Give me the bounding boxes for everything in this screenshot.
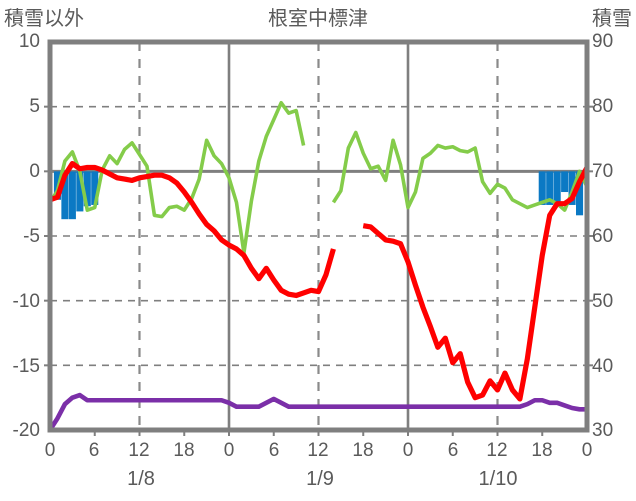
right-tick-label: 90: [592, 31, 614, 52]
x-tick-label: 18: [531, 440, 553, 461]
chart-title: 根室中標津: [268, 8, 368, 30]
grid-layer: [50, 42, 587, 430]
x-tick-label: 0: [223, 440, 235, 461]
bar-precipitation: [546, 171, 554, 205]
day-label: 1/8: [127, 468, 155, 490]
x-tick-label: 6: [447, 440, 459, 461]
day-label: 1/10: [478, 468, 518, 490]
left-tick-label: -20: [12, 420, 40, 441]
x-tick-label: 0: [44, 440, 56, 461]
right-tick-label: 60: [592, 226, 614, 247]
x-tick-label: 0: [402, 440, 414, 461]
axis-ticks: [44, 105, 593, 436]
series-line-snow-depth: [48, 392, 587, 432]
right-tick-label: 40: [592, 356, 614, 377]
bar-precipitation: [561, 171, 569, 193]
bar-precipitation: [83, 171, 91, 207]
bar-precipitation: [91, 171, 99, 205]
bar-precipitation: [76, 171, 84, 212]
bar-precipitation: [68, 171, 76, 220]
series-line-wind: [48, 100, 589, 255]
bar-precipitation: [553, 171, 561, 205]
left-tick-label: 5: [29, 96, 40, 117]
left-tick-label: -10: [12, 291, 40, 312]
x-tick-label: 18: [352, 440, 374, 461]
x-tick-label: 12: [307, 440, 329, 461]
left-tick-label: -5: [23, 226, 40, 247]
left-tick-label: 0: [29, 161, 40, 182]
right-tick-label: 30: [592, 420, 614, 441]
day-label: 1/9: [306, 468, 334, 490]
x-tick-label: 18: [173, 440, 195, 461]
bar-precipitation: [61, 171, 69, 220]
x-tick-label: 12: [128, 440, 150, 461]
series-line-temperature: [49, 160, 590, 402]
left-tick-label: -15: [12, 356, 40, 377]
series-layer: [48, 100, 590, 432]
left-tick-label: 10: [18, 31, 40, 52]
x-tick-label: 6: [88, 440, 100, 461]
x-tick-label: 0: [581, 440, 593, 461]
bar-precipitation: [538, 171, 546, 205]
right-tick-label: 70: [592, 161, 614, 182]
right-axis-title: 積雪: [592, 8, 632, 30]
right-tick-label: 50: [592, 291, 614, 312]
bar-precipitation: [575, 171, 584, 216]
left-axis-title: 積雪以外: [4, 8, 84, 30]
x-tick-label: 12: [486, 440, 508, 461]
right-tick-label: 80: [592, 96, 614, 117]
x-tick-label: 6: [268, 440, 280, 461]
